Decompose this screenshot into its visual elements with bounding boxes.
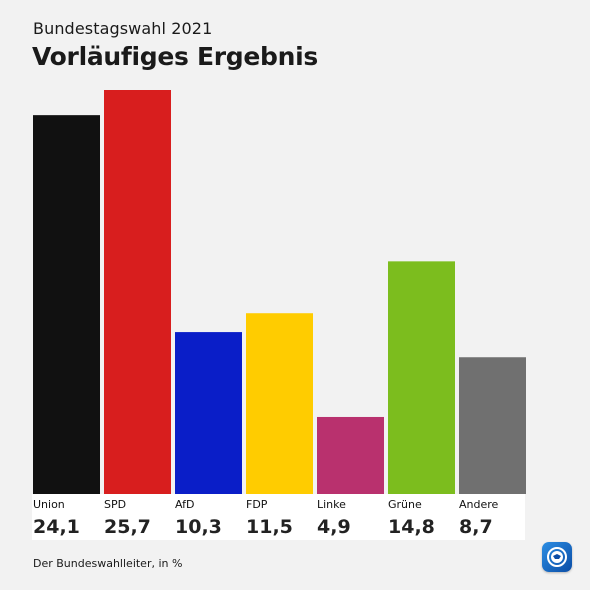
- value-label: 4,9: [317, 516, 351, 538]
- bar-union: [33, 115, 100, 495]
- bar-afd: [175, 332, 242, 494]
- value-label: 14,8: [388, 516, 435, 538]
- chart-subtitle: Bundestagswahl 2021: [33, 19, 213, 38]
- party-label: Andere: [459, 498, 499, 511]
- value-label: 11,5: [246, 516, 293, 538]
- party-label: Union: [33, 498, 65, 511]
- chart-title: Vorläufiges Ergebnis: [32, 42, 319, 71]
- party-label: Grüne: [388, 498, 422, 511]
- party-label: Linke: [317, 498, 346, 511]
- value-label: 24,1: [33, 516, 80, 538]
- bar-linke: [317, 416, 384, 494]
- value-label: 8,7: [459, 516, 493, 538]
- party-label: SPD: [104, 498, 126, 511]
- source-note: Der Bundeswahlleiter, in %: [33, 557, 183, 570]
- bar-grüne: [388, 261, 455, 494]
- value-label: 10,3: [175, 516, 222, 538]
- party-label: AfD: [175, 498, 194, 511]
- value-label: 25,7: [104, 516, 151, 538]
- party-label: FDP: [246, 498, 268, 511]
- bar-spd: [104, 90, 171, 494]
- bar-fdp: [246, 313, 313, 494]
- tagesschau-logo-icon: [542, 542, 572, 572]
- bar-andere: [459, 357, 526, 494]
- label-strip: [32, 494, 525, 540]
